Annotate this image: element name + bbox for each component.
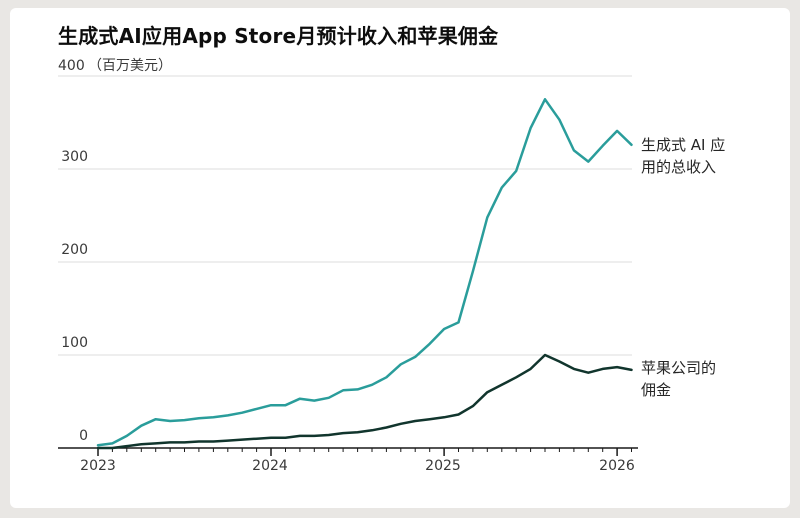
y-tick-label-0: 0 [79,428,88,444]
y-tick-label-300: 300 [61,149,88,165]
annotation-revenue-line2: 用的总收入 [641,158,717,176]
y-axis-unit-row: 400 （百万美元） [58,55,172,74]
revenue-line [96,98,633,447]
y-tick-label-100: 100 [61,335,88,351]
y-tick-label-200: 200 [61,242,88,258]
annotation-revenue: 生成式 AI 应 用的总收入 [641,134,791,178]
annotation-commission-line1: 苹果公司的 [641,359,717,377]
x-tick-label-2023: 2023 [80,458,116,474]
x-tick-label-2025: 2025 [425,458,461,474]
y-max-value: 400 [58,58,85,74]
annotation-revenue-line1: 生成式 AI 应 [641,136,726,154]
annotation-commission: 苹果公司的 佣金 [641,357,791,401]
y-axis-unit-label: （百万美元） [88,58,172,74]
page-title: 生成式AI应用App Store月预计收入和苹果佣金 [58,24,499,48]
x-tick-label-2026: 2026 [599,458,635,474]
x-tick-label-2024: 2024 [252,458,288,474]
annotation-commission-line2: 佣金 [641,381,672,399]
commission-line [96,353,633,450]
